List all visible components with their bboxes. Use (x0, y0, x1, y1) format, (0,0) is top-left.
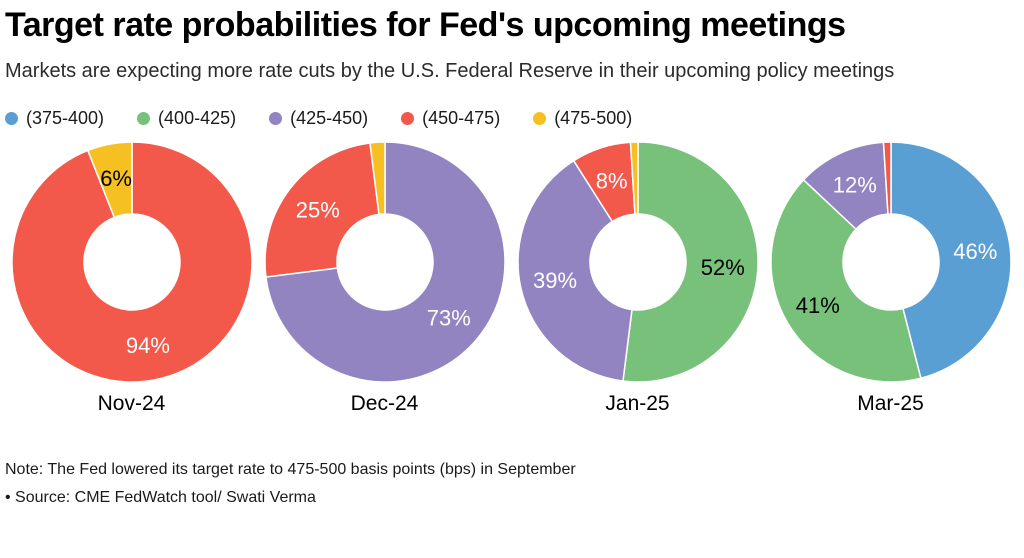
donut-chart-mar-25: 46% 41% 12% (769, 141, 1012, 384)
donut-slice-label: 73% (426, 306, 470, 331)
donut-chart-dec-24: 73% 25% (263, 141, 506, 384)
donut-slice-label: 52% (700, 255, 744, 280)
legend-dot-icon (137, 112, 151, 126)
donut-cell-mar-25: 46% 41% 12% Mar-25 (764, 139, 1017, 416)
donut-slice-(375-400) (889, 141, 1012, 380)
donut-month-label: Dec-24 (350, 392, 419, 416)
donut-cell-nov-24: 94% 6% Nov-24 (5, 139, 258, 416)
footer: Note: The Fed lowered its target rate to… (5, 456, 1018, 512)
donut-month-label: Mar-25 (857, 392, 924, 416)
legend-item-label: (450-475) (422, 108, 501, 129)
donut-slice-(450-475) (10, 141, 253, 384)
legend-item-label: (375-400) (26, 108, 105, 129)
donut-chart-jan-25: 52% 39% 8% (516, 141, 759, 384)
legend-item: (450-475) (401, 108, 500, 129)
donut-month-label: Jan-25 (605, 392, 670, 416)
donut-slice-(450-475) (263, 142, 380, 279)
donut-month-label: Nov-24 (97, 392, 166, 416)
source-line: • Source: CME FedWatch tool/ Swati Verma (5, 489, 316, 507)
page-subtitle: Markets are expecting more rate cuts by … (5, 60, 895, 83)
legend-item-label: (400-425) (158, 108, 237, 129)
legend: (375-400) (400-425) (425-450) (450-475) (475… (5, 108, 1018, 129)
legend-dot-icon (533, 112, 547, 126)
donut-slice-(425-450) (516, 160, 633, 383)
donut-cell-jan-25: 52% 39% 8% Jan-25 (511, 139, 764, 416)
legend-dot-icon (5, 112, 18, 126)
legend-item-label: (475-500) (554, 108, 633, 129)
donut-slice-label: 12% (832, 173, 876, 198)
donut-slice-label: 8% (595, 169, 627, 194)
donut-slice-(475-500) (368, 141, 386, 216)
donut-slice-label: 25% (295, 198, 339, 223)
donut-slice-label: 41% (795, 293, 839, 318)
footnote: Note: The Fed lowered its target rate to… (5, 461, 576, 479)
donut-slice-(475-500) (629, 141, 639, 216)
legend-dot-icon (269, 112, 283, 126)
donut-cell-dec-24: 73% 25% Dec-24 (258, 139, 511, 416)
donut-slice-label: 39% (532, 268, 576, 293)
donut-slice-(450-475) (882, 141, 892, 216)
donut-slice-(400-425) (769, 179, 922, 384)
legend-item: (375-400) (5, 108, 104, 129)
donut-slice-(425-450) (264, 141, 506, 384)
donut-chart-nov-24: 94% 6% (10, 141, 253, 384)
donut-slice-label: 46% (953, 239, 997, 264)
legend-item: (400-425) (137, 108, 236, 129)
fed-rate-probabilities-infographic: Target rate probabilities for Fed's upco… (5, 6, 1019, 512)
donut-slice-label: 6% (100, 166, 132, 191)
donut-slice-label: 94% (125, 333, 169, 358)
page-title: Target rate probabilities for Fed's upco… (5, 6, 846, 44)
donut-slice-(400-425) (621, 141, 759, 384)
legend-dot-icon (401, 112, 415, 126)
legend-item-label: (425-450) (290, 108, 369, 129)
charts-row: 94% 6% Nov-24 73% 25% Dec-24 52% 39% 8% Jan-25 46%… (5, 139, 1019, 416)
legend-item: (425-450) (269, 108, 368, 129)
legend-item: (475-500) (533, 108, 632, 129)
donut-slice-(475-500) (86, 141, 133, 219)
